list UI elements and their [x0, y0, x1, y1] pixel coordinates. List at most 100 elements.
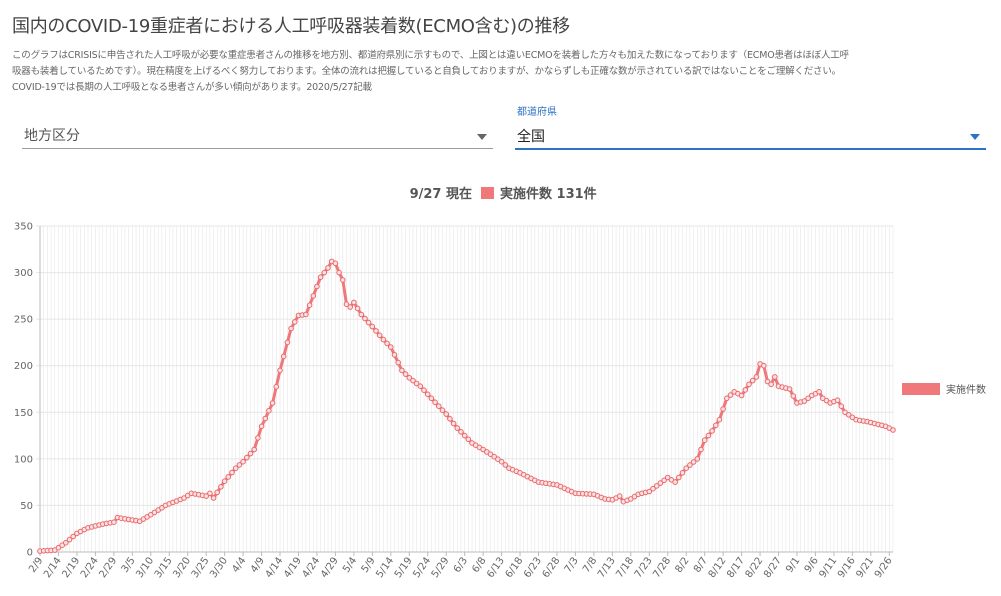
data-point — [502, 462, 509, 468]
chevron-down-icon — [477, 134, 487, 140]
x-tick-label: 7/3 — [563, 555, 581, 574]
data-point — [258, 423, 265, 430]
data-point — [790, 393, 797, 399]
description-line: このグラフはCRISISに申告された人工呼吸が必要な重症患者さんの推移を地方別、… — [12, 50, 849, 61]
y-tick-label: 300 — [14, 268, 33, 279]
x-tick-label: 9/21 — [854, 555, 876, 580]
x-tick-label: 2/24 — [79, 555, 101, 580]
data-point — [207, 490, 213, 497]
x-tick-label: 2/29 — [97, 555, 119, 580]
data-point — [498, 458, 505, 465]
x-tick-label: 9/1 — [784, 555, 802, 574]
data-point — [713, 422, 719, 429]
data-point — [487, 451, 494, 458]
x-tick-label: 8/22 — [744, 555, 766, 580]
data-point — [347, 304, 354, 310]
data-point — [66, 536, 73, 543]
x-tick-label: 9/16 — [836, 555, 858, 580]
x-tick-label: 3/20 — [171, 555, 193, 580]
data-point — [391, 352, 398, 358]
legend-swatch — [902, 383, 940, 395]
x-tick-label: 3/10 — [134, 555, 156, 580]
y-tick-label: 250 — [14, 315, 33, 326]
data-point — [229, 469, 235, 476]
chart-title-count: 実施件数 131件 — [500, 186, 597, 202]
data-point — [432, 399, 438, 406]
x-tick-label: 9/11 — [817, 555, 839, 580]
data-point — [362, 315, 368, 322]
data-point — [772, 374, 778, 380]
x-tick-label: 7/13 — [596, 555, 618, 580]
data-point — [661, 477, 667, 484]
data-point — [749, 377, 756, 384]
chart-title-date: 9/27 現在 — [410, 186, 472, 202]
data-point — [332, 260, 339, 267]
x-tick-label: 6/23 — [522, 555, 544, 580]
data-point — [277, 367, 283, 374]
data-point — [365, 319, 372, 326]
x-tick-label: 4/24 — [301, 555, 323, 580]
x-tick-label: 8/2 — [673, 555, 691, 574]
grid-lines — [36, 225, 894, 553]
data-point — [890, 427, 896, 433]
data-point — [376, 332, 383, 339]
prefecture-select[interactable]: 都道府県 全国 — [515, 107, 986, 150]
data-point — [273, 383, 280, 390]
data-point — [369, 323, 376, 330]
data-point — [343, 301, 350, 307]
data-point — [458, 429, 464, 435]
data-point — [310, 293, 317, 299]
x-tick-label: 6/18 — [504, 555, 526, 580]
data-point — [465, 436, 472, 443]
data-point — [218, 484, 224, 490]
data-point — [801, 398, 808, 404]
data-point — [321, 269, 328, 276]
data-point — [63, 539, 69, 546]
data-point — [244, 454, 250, 461]
data-point — [288, 325, 294, 332]
x-tick-label: 3/25 — [190, 555, 212, 580]
data-point — [410, 377, 416, 384]
x-tick-label: 4/29 — [319, 555, 341, 580]
data-point — [358, 311, 365, 318]
data-point — [687, 462, 693, 468]
data-point — [325, 265, 331, 271]
data-point — [764, 378, 771, 385]
x-tick-label: 6/28 — [541, 555, 563, 580]
region-select[interactable]: 地方区分 — [22, 118, 493, 149]
data-point — [203, 493, 209, 499]
x-tick-label: 5/19 — [393, 555, 415, 580]
data-point — [262, 415, 269, 422]
data-point — [428, 395, 435, 402]
data-point — [388, 344, 394, 350]
data-point — [657, 480, 664, 486]
prefecture-select-value: 全国 — [517, 129, 545, 145]
data-point — [354, 305, 361, 312]
data-point — [690, 459, 697, 465]
chart-title-legend-swatch — [481, 187, 494, 199]
data-point — [694, 456, 701, 462]
legend-label: 実施件数 — [946, 383, 986, 396]
data-point — [399, 367, 405, 374]
data-point — [838, 403, 845, 409]
data-point — [742, 387, 749, 393]
data-point — [450, 420, 457, 427]
data-point — [761, 362, 767, 369]
data-point — [380, 336, 387, 343]
data-point — [439, 407, 446, 413]
data-point — [436, 403, 442, 409]
data-point — [284, 339, 291, 346]
x-tick-label: 4/4 — [230, 555, 248, 574]
data-point — [221, 478, 228, 485]
x-tick-label: 7/28 — [651, 555, 673, 580]
page-title: 国内のCOVID-19重症者における人工呼吸器装着数(ECMO含む)の推移 — [12, 16, 570, 37]
x-tick-label: 5/24 — [411, 555, 433, 580]
data-point — [236, 462, 243, 468]
data-point — [653, 483, 660, 489]
data-point — [266, 407, 272, 414]
data-point — [454, 425, 461, 431]
data-point — [616, 493, 623, 499]
x-tick-label: 2/19 — [60, 555, 82, 580]
x-tick-label: 4/14 — [264, 555, 286, 580]
data-point — [683, 465, 690, 472]
